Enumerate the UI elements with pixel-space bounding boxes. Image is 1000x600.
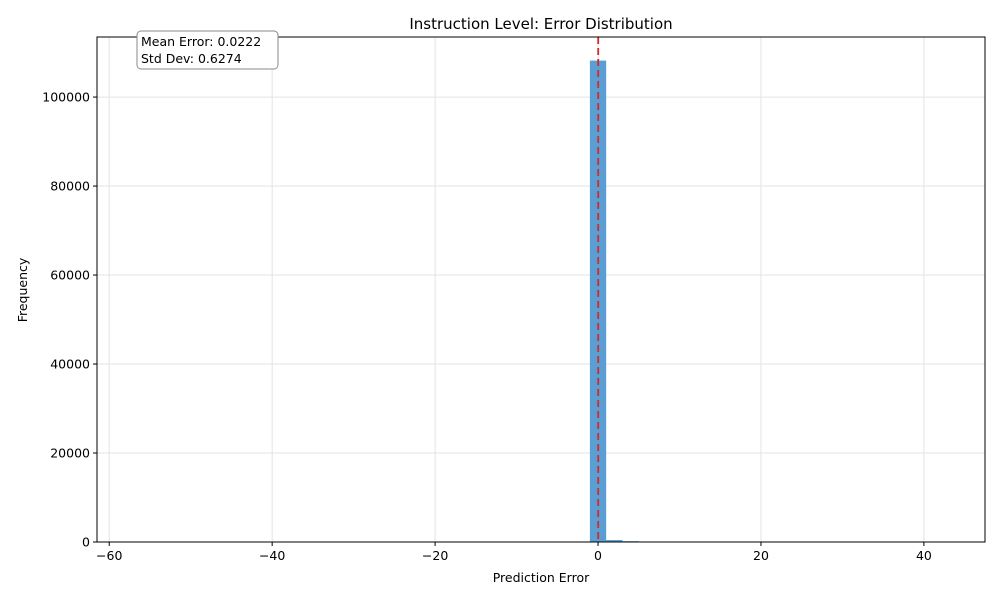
- x-tick-label: 0: [594, 548, 602, 563]
- histogram-bar: [606, 539, 623, 542]
- mean-error-text: Mean Error: 0.0222: [141, 34, 261, 49]
- y-axis-ticks: 0 20000 40000 60000 80000 100000: [42, 90, 97, 550]
- x-tick-label: −40: [259, 548, 285, 563]
- x-tick-label: 40: [916, 548, 932, 563]
- y-tick-label: 60000: [50, 268, 90, 283]
- y-axis-label: Frequency: [15, 257, 30, 322]
- chart-title: Instruction Level: Error Distribution: [409, 15, 672, 33]
- x-tick-label: −20: [422, 548, 448, 563]
- y-tick-label: 100000: [42, 90, 90, 105]
- std-dev-text: Std Dev: 0.6274: [141, 51, 242, 66]
- y-tick-label: 0: [82, 535, 90, 550]
- y-tick-label: 80000: [50, 179, 90, 194]
- x-axis-label: Prediction Error: [493, 570, 590, 585]
- x-tick-label: 20: [753, 548, 769, 563]
- y-tick-label: 20000: [50, 446, 90, 461]
- annotation-box-frame: [136, 30, 279, 70]
- stats-annotation-box: Mean Error: 0.0222 Std Dev: 0.6274: [136, 30, 279, 70]
- x-axis-ticks: −60 −40 −20 0 20 40: [96, 542, 932, 563]
- plot-frame: [96, 36, 986, 543]
- x-tick-label: −60: [96, 548, 122, 563]
- y-tick-label: 40000: [50, 357, 90, 372]
